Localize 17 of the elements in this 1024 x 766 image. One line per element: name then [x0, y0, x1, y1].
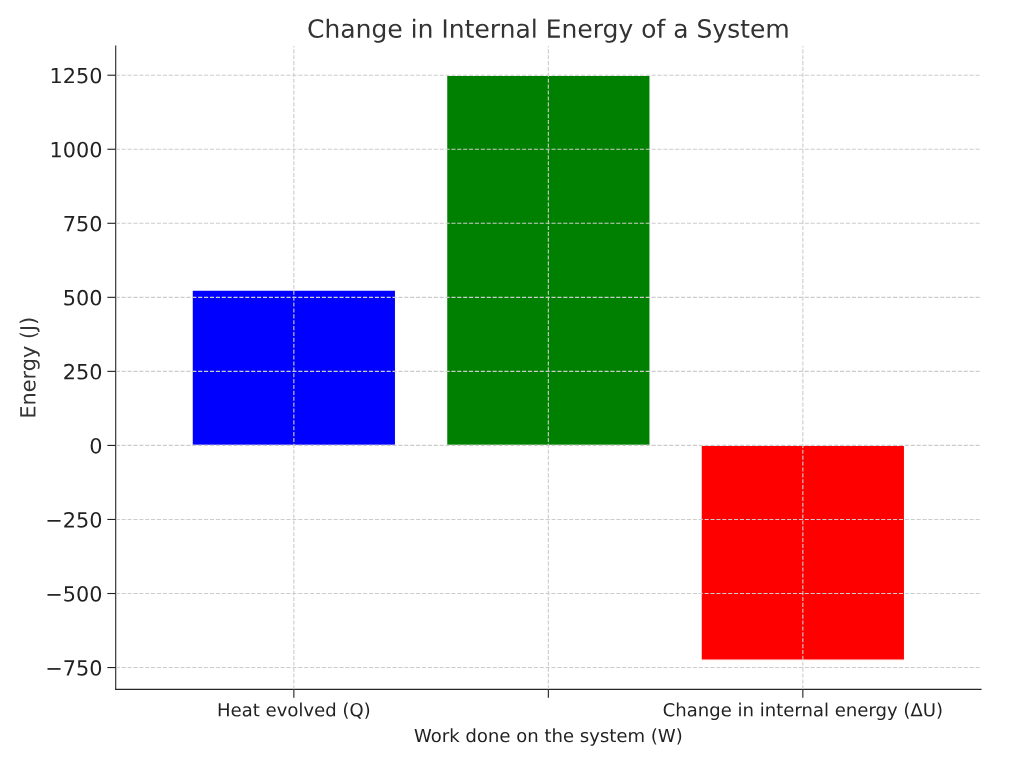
y-tick-label: 0 [90, 437, 102, 454]
y-tick-label: −500 [47, 585, 102, 602]
y-tick-label: −750 [47, 660, 102, 676]
y-tick-label: 250 [64, 363, 102, 380]
bar [191, 289, 397, 447]
bar [445, 74, 651, 447]
y-tick-label: −250 [47, 511, 102, 528]
x-tick-label: Change in internal energy (ΔU) [663, 702, 942, 721]
y-tick-label: 1000 [51, 141, 102, 158]
y-axis-title: Energy (J) [19, 318, 40, 417]
y-tick-label: 1250 [51, 67, 102, 84]
chart-title: Change in Internal Energy of a System [308, 18, 788, 43]
x-tick-label: Work done on the system (W) [414, 728, 682, 746]
y-tick-label: 750 [64, 215, 102, 232]
x-tick-label: Heat evolved (Q) [218, 702, 370, 719]
y-tick-label: 500 [64, 289, 102, 306]
bar [700, 444, 906, 661]
